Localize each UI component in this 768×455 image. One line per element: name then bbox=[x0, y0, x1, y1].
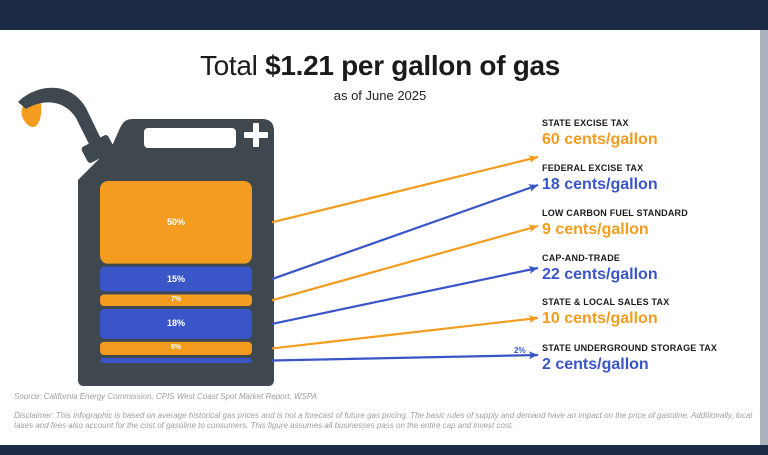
segment-percent-label: 18% bbox=[166, 318, 185, 329]
tax-name: CAP-AND-TRADE bbox=[542, 253, 621, 263]
tax-label: CAP-AND-TRADE 22 cents/gallon bbox=[542, 253, 658, 284]
tax-label: STATE EXCISE TAX 60 cents/gallon bbox=[542, 118, 658, 149]
segment-5 bbox=[100, 341, 252, 356]
connector-line bbox=[271, 224, 539, 302]
tax-name: LOW CARBON FUEL STANDARD bbox=[542, 208, 688, 218]
plus-icon-v bbox=[253, 123, 259, 147]
segment-percent-label: 8% bbox=[170, 343, 182, 351]
connector-line bbox=[271, 316, 539, 350]
underground-storage-percent: 2% bbox=[514, 346, 526, 355]
connector-line bbox=[271, 183, 539, 281]
connector-line bbox=[271, 155, 539, 224]
segment-6 bbox=[100, 358, 252, 363]
right-edge-bar bbox=[760, 30, 768, 445]
tax-value: 10 cents/gallon bbox=[542, 310, 658, 327]
tax-label: STATE & LOCAL SALES TAX 10 cents/gallon bbox=[542, 297, 669, 328]
title-prefix: Total bbox=[199, 50, 258, 81]
disclaimer-note: Disclaimer: This infographic is based on… bbox=[14, 411, 753, 430]
bottom-banner bbox=[0, 445, 768, 455]
tax-name: STATE UNDERGROUND STORAGE TAX bbox=[542, 343, 718, 353]
segment-percent-label: 7% bbox=[170, 295, 182, 303]
tax-label: LOW CARBON FUEL STANDARD 9 cents/gallon bbox=[542, 208, 688, 239]
arrow-head-icon bbox=[528, 224, 538, 233]
segment-4 bbox=[100, 309, 252, 339]
tax-name: STATE EXCISE TAX bbox=[542, 118, 629, 128]
tax-name: FEDERAL EXCISE TAX bbox=[542, 163, 644, 173]
arrow-head-icon bbox=[528, 351, 538, 360]
spout-ring bbox=[81, 135, 115, 163]
segment-percent-label: 50% bbox=[166, 216, 185, 227]
arrow-head-icon bbox=[528, 184, 538, 192]
arrow-head-icon bbox=[528, 265, 538, 274]
connector-lines bbox=[271, 155, 539, 362]
tax-name: STATE & LOCAL SALES TAX bbox=[542, 297, 670, 307]
arrow-head-icon bbox=[528, 155, 538, 164]
tax-value: 22 cents/gallon bbox=[542, 266, 658, 283]
tax-label: STATE UNDERGROUND STORAGE TAX 2 cents/gal… bbox=[542, 343, 717, 374]
title-amount: $1.21 per gallon of gas bbox=[265, 50, 561, 81]
can-segments bbox=[100, 181, 252, 363]
tax-value: 60 cents/gallon bbox=[542, 131, 658, 148]
chart-subtitle: as of June 2025 bbox=[333, 88, 427, 103]
segment-percent-label: 15% bbox=[166, 273, 185, 284]
arrow-head-icon bbox=[528, 315, 538, 323]
tax-value: 18 cents/gallon bbox=[542, 176, 658, 193]
tax-label: FEDERAL EXCISE TAX 18 cents/gallon bbox=[542, 163, 658, 194]
spout-icon bbox=[18, 87, 103, 150]
segment-1 bbox=[100, 181, 252, 264]
connector-line bbox=[271, 353, 539, 362]
tax-value: 9 cents/gallon bbox=[542, 221, 649, 238]
chart-title: Total $1.21 per gallon of gas bbox=[0, 50, 760, 82]
tax-value: 2 cents/gallon bbox=[542, 356, 649, 373]
can-handle bbox=[144, 128, 236, 148]
connector-line bbox=[271, 266, 539, 326]
source-note: Source: California Energy Commission, CP… bbox=[14, 392, 317, 401]
top-banner bbox=[0, 0, 768, 30]
segment-3 bbox=[100, 294, 252, 307]
segment-2 bbox=[100, 266, 252, 292]
